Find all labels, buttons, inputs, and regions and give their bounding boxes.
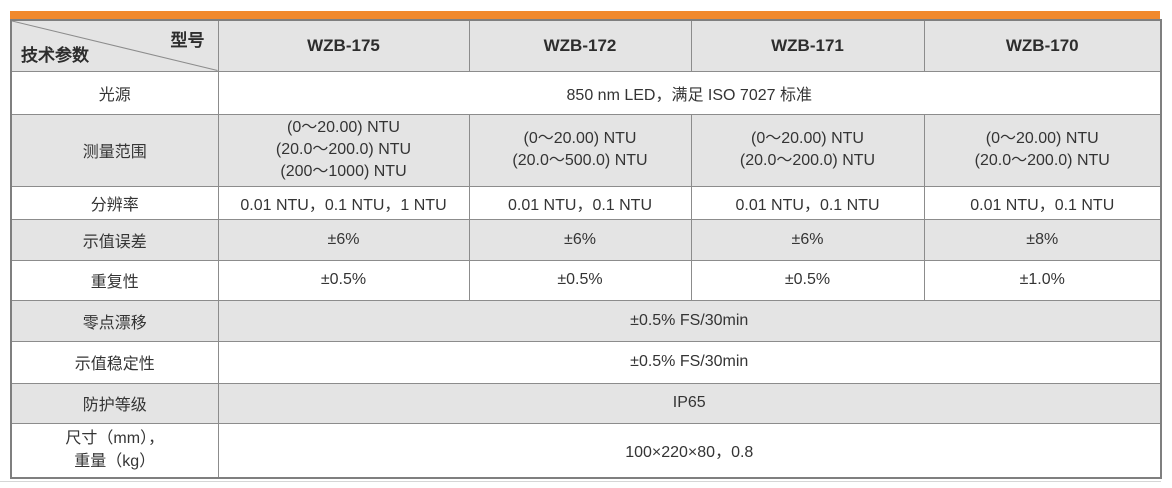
row-label-measuring-range: 测量范围 (10, 113, 219, 187)
value-measuring-range-wzb-175: (0～20.00) NTU (20.0～200.0) NTU (200～1000… (217, 113, 470, 187)
corner-model-label: 型号 (170, 31, 205, 50)
value-measuring-range-wzb-171: (0～20.00) NTU (20.0～200.0) NTU (690, 113, 925, 187)
row-label-resolution: 分辨率 (10, 185, 219, 220)
value-resolution-wzb-175: 0.01 NTU，0.1 NTU，1 NTU (217, 185, 470, 220)
row-repeatability: 重复性 ±0.5% ±0.5% ±0.5% ±1.0% (10, 259, 1162, 301)
row-label-repeatability: 重复性 (10, 259, 219, 301)
value-measuring-range-wzb-170: (0～20.00) NTU (20.0～200.0) NTU (923, 113, 1162, 187)
value-indication-stability: ±0.5% FS/30min (217, 340, 1162, 384)
corner-diagonal: 型号 技术参数 (12, 21, 218, 71)
row-label-light-source: 光源 (10, 70, 219, 115)
row-label-dimensions-weight: 尺寸（mm）， 重量（kg） (10, 422, 219, 479)
value-indication-error-wzb-171: ±6% (690, 218, 925, 261)
row-indication-stability: 示值稳定性 ±0.5% FS/30min (10, 340, 1162, 384)
value-repeatability-wzb-172: ±0.5% (468, 259, 692, 301)
corner-params-label: 技术参数 (21, 45, 89, 65)
column-header-wzb-175: WZB-175 (217, 19, 470, 72)
row-protection-rating: 防护等级 IP65 (10, 382, 1162, 424)
value-resolution-wzb-171: 0.01 NTU，0.1 NTU (690, 185, 925, 220)
value-indication-error-wzb-175: ±6% (217, 218, 470, 261)
header-row: 型号 技术参数 WZB-175 WZB-172 WZB-171 WZB-170 (10, 19, 1162, 72)
value-protection-rating: IP65 (217, 382, 1162, 424)
row-resolution: 分辨率 0.01 NTU，0.1 NTU，1 NTU 0.01 NTU，0.1 … (10, 185, 1162, 220)
row-label-indication-stability: 示值稳定性 (10, 340, 219, 384)
row-label-indication-error: 示值误差 (10, 218, 219, 261)
row-label-protection-rating: 防护等级 (10, 382, 219, 424)
spec-table: 型号 技术参数 WZB-175 WZB-172 WZB-171 WZB-170 … (10, 19, 1162, 480)
row-indication-error: 示值误差 ±6% ±6% ±6% ±8% (10, 218, 1162, 261)
column-header-wzb-171: WZB-171 (690, 19, 925, 72)
value-resolution-wzb-172: 0.01 NTU，0.1 NTU (468, 185, 692, 220)
row-light-source: 光源 850 nm LED，满足 ISO 7027 标准 (10, 70, 1162, 115)
diagonal-line (12, 21, 218, 71)
row-dimensions-weight: 尺寸（mm）， 重量（kg） 100×220×80，0.8 (10, 422, 1162, 479)
page-rule-line (0, 481, 1161, 482)
value-repeatability-wzb-171: ±0.5% (690, 259, 925, 301)
value-dimensions-weight: 100×220×80，0.8 (217, 422, 1162, 479)
corner-header-cell: 型号 技术参数 (10, 19, 219, 72)
row-label-zero-drift: 零点漂移 (10, 299, 219, 342)
value-repeatability-wzb-170: ±1.0% (923, 259, 1162, 301)
value-zero-drift: ±0.5% FS/30min (217, 299, 1162, 342)
accent-bar (10, 11, 1160, 19)
column-header-wzb-172: WZB-172 (468, 19, 692, 72)
row-zero-drift: 零点漂移 ±0.5% FS/30min (10, 299, 1162, 342)
value-resolution-wzb-170: 0.01 NTU，0.1 NTU (923, 185, 1162, 220)
value-light-source: 850 nm LED，满足 ISO 7027 标准 (217, 70, 1162, 115)
column-header-wzb-170: WZB-170 (923, 19, 1162, 72)
value-repeatability-wzb-175: ±0.5% (217, 259, 470, 301)
value-indication-error-wzb-172: ±6% (468, 218, 692, 261)
row-measuring-range: 测量范围 (0～20.00) NTU (20.0～200.0) NTU (200… (10, 113, 1162, 187)
value-indication-error-wzb-170: ±8% (923, 218, 1162, 261)
value-measuring-range-wzb-172: (0～20.00) NTU (20.0～500.0) NTU (468, 113, 692, 187)
